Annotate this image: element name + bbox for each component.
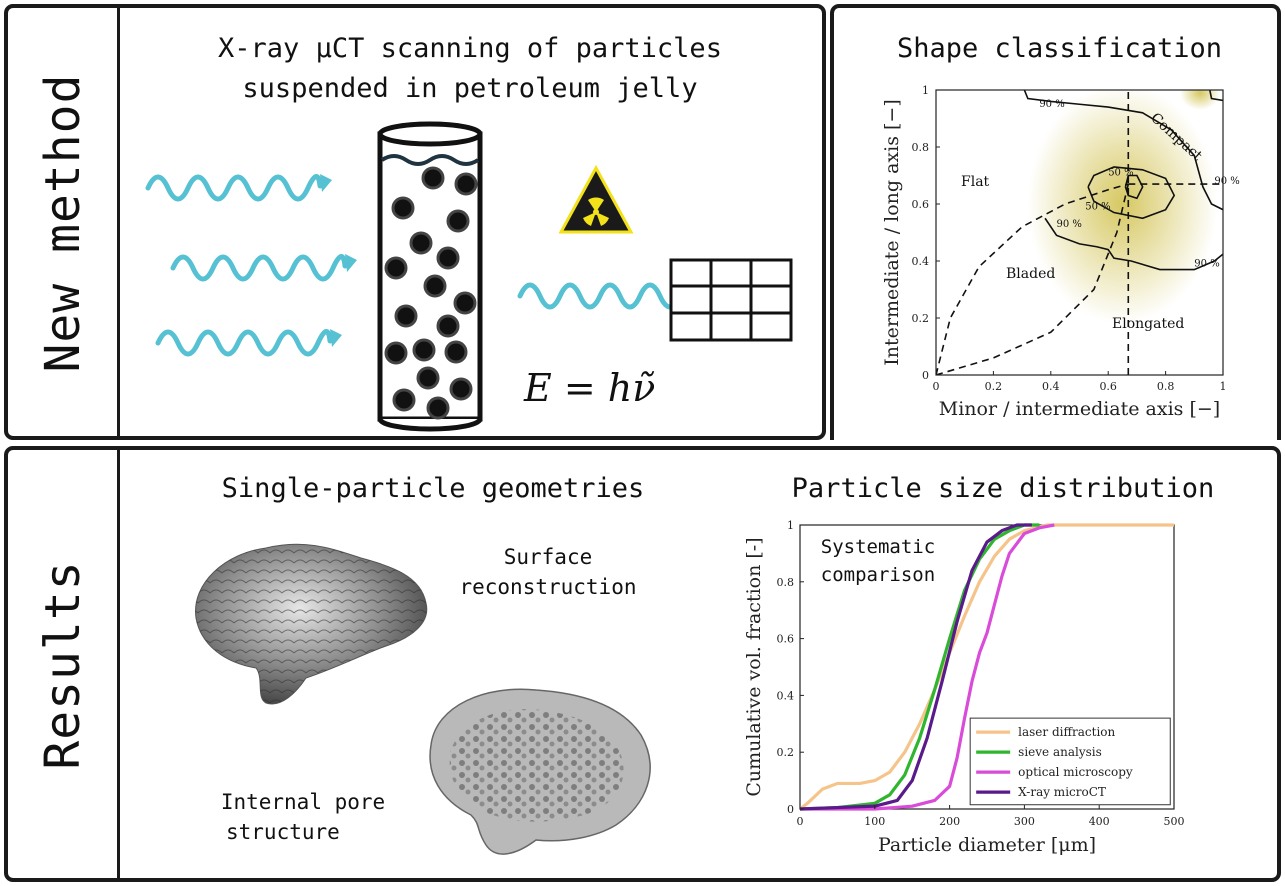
label-bladed: Bladed [1006,266,1056,282]
y-tick-label: 0.6 [912,198,930,211]
series-line-sieve-analysis [799,523,1040,811]
y-tick-label: 0.2 [912,312,930,325]
shape-classification-chart: 90 %90 %90 %90 %50 %50 %0 0.2 0.4 0.6 0.8 100… [881,84,1240,420]
contour-90-lower [1044,217,1223,271]
psd-heading: Particle size distribution [791,473,1215,504]
surface-caption-line1: Surface [503,545,593,569]
sample-cylinder-icon [377,121,483,432]
contour-label-50: 50 % [1108,168,1133,179]
shape-heading: Shape classification [896,33,1223,64]
density-blob [1027,90,1218,324]
plot-area [936,90,1223,375]
results-label: Results [35,560,91,770]
y-tick-label: 0.8 [777,576,795,589]
detector-grid-icon [669,258,793,342]
label-flat: Flat [961,174,990,190]
contour-label-50: 50 % [1085,202,1110,213]
method-heading-line2: suspended in petroleum jelly [242,73,698,104]
x-tick-label: 0.4 [1042,380,1060,393]
y-tick-label: 0 [787,803,794,816]
legend-label: X-ray microCT [1018,785,1106,799]
method-heading-line1: X-ray μCT scanning of particles [218,33,722,64]
x-tick-label: 500 [1164,815,1185,828]
contour-50 [1087,166,1176,220]
series-line-optical-microscopy [800,523,1055,811]
results-panel: Results Single-particle geometries Surfa… [4,446,1281,882]
x-tick-label: 1 [1220,380,1227,393]
scanning-illustration [145,121,793,432]
y-tick-label: 0.2 [777,746,795,759]
legend: laser diffraction sieve analysis optical m… [969,717,1171,806]
radiation-hazard-icon [558,164,634,234]
pore-particle-image [429,688,651,855]
x-tick-label: 0.6 [1099,380,1117,393]
x-axis-label: Particle diameter [μm] [878,834,1096,856]
shape-classification-panel: Shape classification 90 % 90 % 90 % 90 % 50 … [830,4,1281,440]
y-tick-label: 1 [787,519,794,532]
panel-divider [117,8,120,436]
legend-label: sieve analysis [1018,745,1102,759]
x-axis-label: Minor / intermediate axis [−] [939,398,1220,420]
y-tick-label: 0 [922,369,929,382]
label-elongated: Elongated [1112,316,1185,332]
psd-annotation-line2: comparison [820,564,936,586]
contour-inner [1124,174,1144,200]
psd-chart: 0 100 200 300 400 500 0 0.2 0.4 0.6 0.8 1 Particle d… [743,519,1185,856]
contour-label-90: 90 % [1039,99,1064,110]
x-tick-label: 0.2 [985,380,1003,393]
boundary-flat-bladed [936,183,1129,375]
surface-particle-image [195,543,428,705]
y-axis-label: Cumulative vol. fraction [-] [743,537,765,796]
x-tick-label: 0 [933,380,940,393]
x-tick-label: 0 [797,815,804,828]
surface-caption-line2: reconstruction [459,575,637,599]
legend-label: optical microscopy [1018,765,1133,779]
y-tick-label: 0.4 [912,255,930,268]
x-tick-label: 200 [939,815,960,828]
contour-corner [1208,90,1223,102]
contour-label-90: 90 % [1057,219,1082,230]
contour-label-90: 90 % [1194,259,1219,270]
plot-frame [935,89,1224,376]
pore-caption-line2: structure [226,820,340,844]
x-tick-label: 0.8 [1157,380,1175,393]
geometries-heading: Single-particle geometries [221,473,645,504]
x-tick-label: 400 [1089,815,1110,828]
y-tick-label: 1 [922,84,929,97]
x-tick-label: 100 [864,815,885,828]
new-method-panel: New method X-ray μCT scanning of particl… [4,4,826,440]
y-axis-label: Intermediate / long axis [−] [881,99,903,366]
psd-annotation-line1: Systematic [820,536,936,558]
wave-arrowheads [320,174,691,347]
boundary-bladed-elongated [936,183,1130,375]
pore-caption-line1: Internal pore [220,790,386,814]
y-tick-label: 0.8 [912,141,930,154]
legend-label: laser diffraction [1018,725,1115,739]
x-tick-label: 300 [1014,815,1035,828]
panel-divider-bottom [117,450,120,878]
contour-label-90: 90 % [1214,176,1239,187]
planck-formula: E = hν̃ [524,366,656,410]
contour-90-upper [1023,90,1223,211]
y-tick-label: 0.6 [777,633,795,646]
y-tick-label: 0.4 [777,689,795,702]
